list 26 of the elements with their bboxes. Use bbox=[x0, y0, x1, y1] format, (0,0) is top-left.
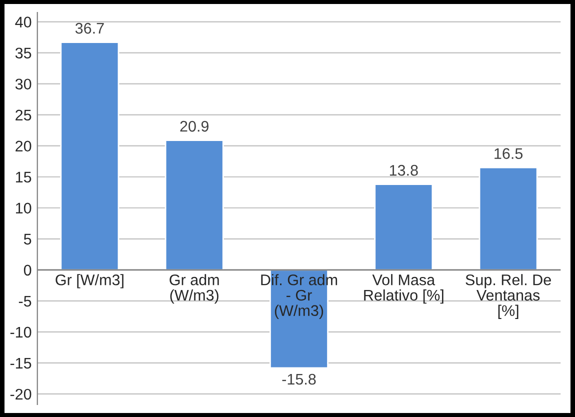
x-tick-label: Gr adm (W/m3) bbox=[170, 274, 219, 304]
y-tick-label: 20 bbox=[16, 140, 32, 152]
x-tick-label: Sup. Rel. De Ventanas [%] bbox=[466, 274, 551, 320]
y-tick-label: -15 bbox=[10, 358, 32, 369]
y-tick-label: 15 bbox=[16, 172, 32, 183]
bar bbox=[60, 42, 120, 271]
y-tick-label: 25 bbox=[16, 110, 32, 121]
y-tick-label: 35 bbox=[15, 48, 32, 59]
data-label: 16.5 bbox=[494, 148, 523, 159]
y-tick-label: 40 bbox=[15, 16, 32, 28]
x-tick-label: Gr [W/m3] bbox=[56, 274, 124, 288]
y-tick-label: 30 bbox=[15, 78, 32, 90]
data-label: 20.9 bbox=[180, 120, 208, 132]
bar bbox=[164, 140, 224, 271]
bar bbox=[478, 166, 538, 271]
bar bbox=[374, 184, 434, 271]
y-tick-label: -20 bbox=[10, 388, 32, 400]
y-tick-label: 0 bbox=[24, 264, 32, 276]
x-tick-label: Vol Masa Relativo [%] bbox=[364, 274, 444, 304]
y-tick-label: 5 bbox=[24, 234, 32, 245]
y-tick-label: -5 bbox=[18, 296, 32, 307]
data-label: -15.8 bbox=[282, 374, 316, 385]
data-label: 36.7 bbox=[75, 22, 104, 34]
data-label: 13.8 bbox=[390, 164, 418, 176]
y-tick-label: 10 bbox=[16, 202, 32, 214]
y-tick-label: -10 bbox=[10, 326, 32, 338]
